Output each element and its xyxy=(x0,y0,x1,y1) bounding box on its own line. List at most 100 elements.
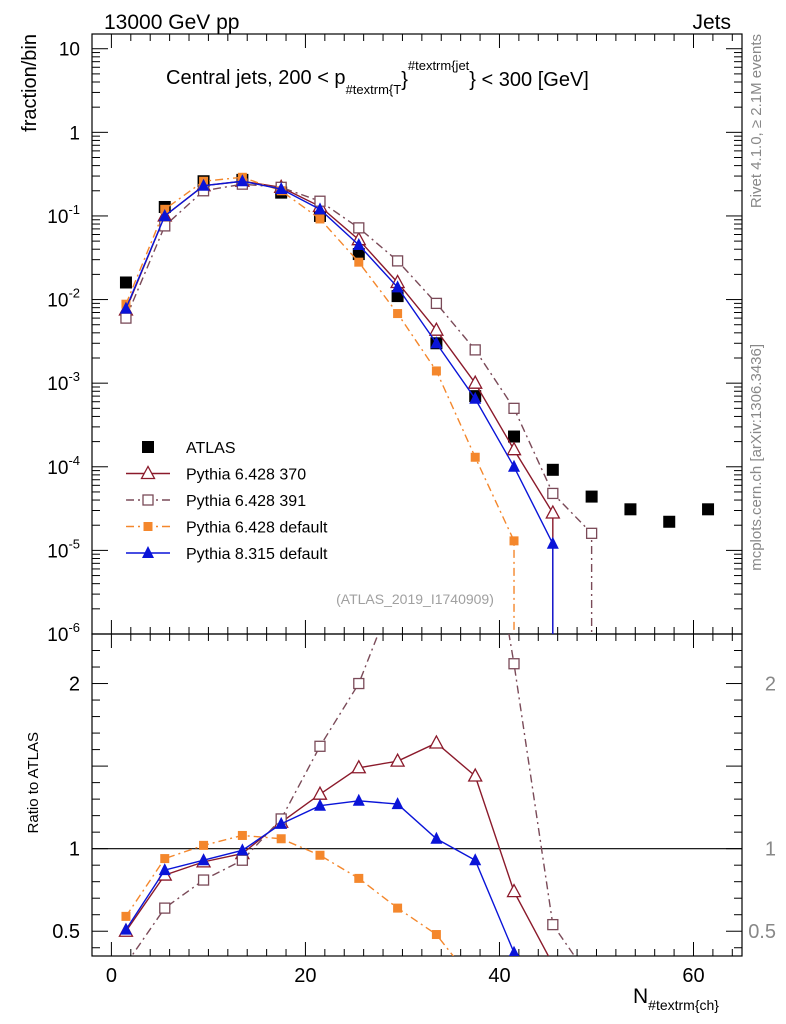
ratio-tick-label-right: 2 xyxy=(765,674,776,696)
data-point xyxy=(352,248,365,261)
series-1-ratio xyxy=(118,734,553,956)
legend-marker xyxy=(142,546,154,558)
legend-entry-4: Pythia 8.315 default xyxy=(126,546,328,563)
series-4-upper xyxy=(119,174,559,634)
ratio-point xyxy=(352,793,365,806)
ratio-point xyxy=(353,677,365,690)
ratio-point xyxy=(471,980,480,989)
svg-text:Central jets, 200 < p#textrm{T: Central jets, 200 < p#textrm{T}#textrm{j… xyxy=(166,58,589,97)
x-tick-label: 40 xyxy=(488,965,510,987)
data-point xyxy=(391,280,404,293)
series-3-ratio xyxy=(121,830,519,1010)
ratio-point xyxy=(160,854,170,864)
data-point xyxy=(470,452,480,462)
ratio-point xyxy=(467,767,483,782)
ratio-line xyxy=(130,634,576,956)
series-line xyxy=(125,183,593,634)
lower-panel-frame xyxy=(91,633,743,957)
ratio-point xyxy=(315,850,325,860)
legend-entry-3: Pythia 6.428 default xyxy=(126,520,328,537)
legend-label: Pythia 6.428 default xyxy=(186,520,328,537)
ratio-point xyxy=(236,854,249,866)
ratio-point xyxy=(508,945,520,956)
data-point xyxy=(585,490,598,503)
legend-label: Pythia 8.315 default xyxy=(186,546,328,563)
ratio-point xyxy=(158,863,171,876)
ratio-point xyxy=(547,994,559,1006)
ratio-point xyxy=(393,903,403,913)
title-suffix: < 300 [GeV] xyxy=(476,69,589,91)
plot-title: Central jets, 200 < p#textrm{T}#textrm{j… xyxy=(166,58,589,97)
data-point xyxy=(119,276,132,289)
ratio-point xyxy=(197,874,210,886)
title-superscript: #textrm{jet xyxy=(408,58,470,73)
title-close1: } xyxy=(401,69,408,91)
data-point xyxy=(508,430,521,443)
title-prefix: Central jets, 200 < p xyxy=(166,67,346,89)
upper-panel-frame xyxy=(91,33,743,635)
data-point xyxy=(624,503,637,516)
ratio-point xyxy=(199,840,209,850)
data-point xyxy=(393,309,403,319)
y-tick-label-top: 10-2 xyxy=(47,286,80,312)
y-tick-label-top: 1 xyxy=(69,123,80,144)
ratio-tick-label-right: 1 xyxy=(765,839,776,861)
ratio-point xyxy=(391,797,404,810)
data-point xyxy=(509,536,519,546)
legend-marker xyxy=(140,465,156,480)
ratio-point xyxy=(351,759,367,774)
data-point xyxy=(120,312,132,324)
data-point xyxy=(546,463,559,476)
legend-entry-1: Pythia 6.428 370 xyxy=(126,465,306,484)
data-point xyxy=(315,214,325,224)
y-axis-label-bottom: Ratio to ATLAS xyxy=(25,732,42,833)
series-1-upper xyxy=(118,172,561,634)
data-point xyxy=(391,290,404,303)
x-axis-label-main: N xyxy=(633,985,648,1008)
series-line xyxy=(125,180,554,634)
ratio-point xyxy=(431,513,441,523)
data-point xyxy=(119,301,132,314)
series-4-ratio xyxy=(119,793,559,1006)
lower-panel-data xyxy=(118,513,576,1010)
data-point xyxy=(275,182,288,195)
ratio-point xyxy=(275,816,288,829)
legend-marker xyxy=(142,494,154,506)
mcplots-text: mcplots.cern.ch [arXiv:1306.3436] xyxy=(748,344,765,571)
data-point xyxy=(508,402,520,414)
x-tick-label: 20 xyxy=(294,965,316,987)
data-point xyxy=(663,515,676,528)
title-close2: } xyxy=(469,69,476,91)
ratio-line xyxy=(125,834,455,956)
x-tick-label: 60 xyxy=(682,965,704,987)
ratio-tick-label-right: 0.5 xyxy=(748,921,776,943)
ratio-point xyxy=(121,911,131,921)
data-point xyxy=(506,441,522,456)
ratio-point xyxy=(393,579,403,589)
ratio-line xyxy=(125,742,550,956)
analysis-label: (ATLAS_2019_I1740909) xyxy=(336,591,494,607)
ratio-point xyxy=(237,830,247,840)
ratio-point xyxy=(390,752,406,767)
ratio-point xyxy=(510,1001,519,1010)
ratio-point xyxy=(508,658,520,670)
data-point xyxy=(391,255,404,267)
legend-label: Pythia 6.428 391 xyxy=(186,493,306,510)
ratio-point xyxy=(354,873,364,883)
title-subscript: #textrm{T xyxy=(346,82,402,97)
rivet-version-text: Rivet 4.1.0, ≥ 2.1M events xyxy=(748,34,765,208)
ratio-point xyxy=(428,734,444,749)
ratio-point xyxy=(236,843,249,856)
ratio-tick-label-left: 2 xyxy=(69,674,80,696)
data-point xyxy=(197,178,210,191)
legend-label: ATLAS xyxy=(186,440,236,457)
data-point xyxy=(546,536,559,549)
ratio-point xyxy=(314,740,326,752)
data-point xyxy=(469,391,482,404)
ratio-point xyxy=(506,883,522,898)
ratio-point xyxy=(469,853,482,866)
legend-marker xyxy=(142,441,154,453)
ratio-point xyxy=(197,853,210,866)
data-point xyxy=(508,459,521,472)
